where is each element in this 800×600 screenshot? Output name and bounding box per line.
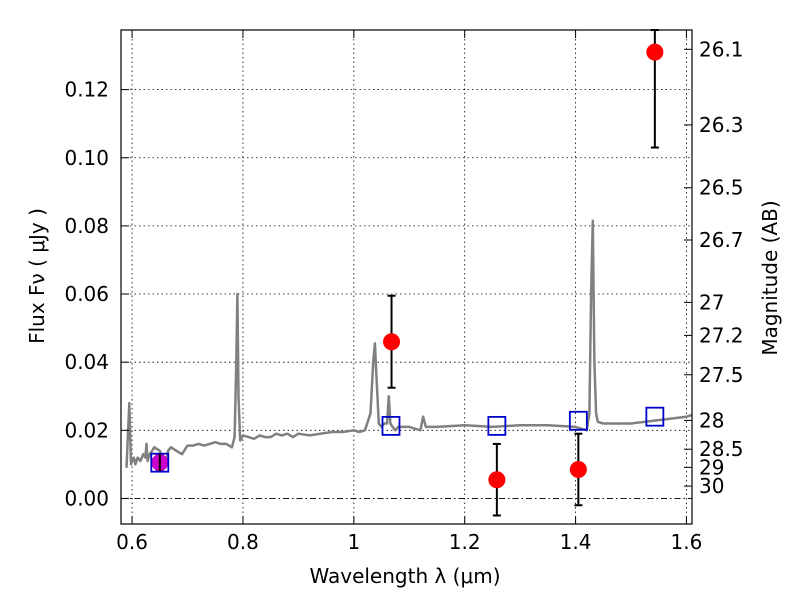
y-tick-label: 0.06 <box>64 282 109 306</box>
y2-axis-label: Magnitude (AB) <box>758 200 782 355</box>
model-flux-square <box>487 415 507 436</box>
y-tick-label: 0.10 <box>64 146 109 170</box>
y-tick-label: 0.02 <box>64 418 109 442</box>
mag-tick-label: 27.5 <box>699 363 744 387</box>
x-tick-label: 1.2 <box>449 530 481 554</box>
model-flux-square <box>568 410 588 431</box>
photometry-point <box>569 460 587 478</box>
model-flux-square <box>381 415 401 436</box>
y-tick-label: 0.08 <box>64 214 109 238</box>
y-tick-label: 0.04 <box>64 350 109 374</box>
mag-tick-label: 27 <box>699 290 724 314</box>
x-axis-label: Wavelength λ (μm) <box>309 564 500 588</box>
x-tick-label: 0.8 <box>227 530 259 554</box>
mag-tick-label: 26.3 <box>699 113 744 137</box>
mag-tick-label: 27.2 <box>699 323 744 347</box>
y-axis-label: Flux Fν ( μJy ) <box>25 208 49 344</box>
plot-area <box>125 29 693 517</box>
model-flux-square <box>150 452 170 473</box>
x-tick-label: 0.6 <box>116 530 148 554</box>
x-tick-label: 1.4 <box>560 530 592 554</box>
model-flux-square <box>645 406 665 427</box>
mag-tick-label: 29 <box>699 455 724 479</box>
axes: 0.6 0.8 1 1.2 1.4 1.6 0.00 0.02 0.04 0.06 0.08 0.10… <box>64 29 744 554</box>
mag-tick-label: 28.5 <box>699 437 744 461</box>
mag-tick-label: 30 <box>699 474 724 498</box>
photometry-point <box>646 43 664 61</box>
x-tick-label: 1 <box>347 530 360 554</box>
mag-tick-label: 26.5 <box>699 176 744 200</box>
spectrum-line <box>125 219 693 470</box>
mag-tick-label: 26.7 <box>699 228 744 252</box>
mag-tick-label: 28 <box>699 408 724 432</box>
plot-frame <box>120 29 693 525</box>
y-tick-label: 0.00 <box>64 486 109 510</box>
grid-lines <box>121 30 692 524</box>
photometry-point <box>488 471 506 489</box>
photometry-point <box>383 333 401 351</box>
y-tick-label: 0.12 <box>64 78 109 102</box>
x-tick-label: 1.6 <box>671 530 703 554</box>
mag-tick-label: 26.1 <box>699 37 744 61</box>
